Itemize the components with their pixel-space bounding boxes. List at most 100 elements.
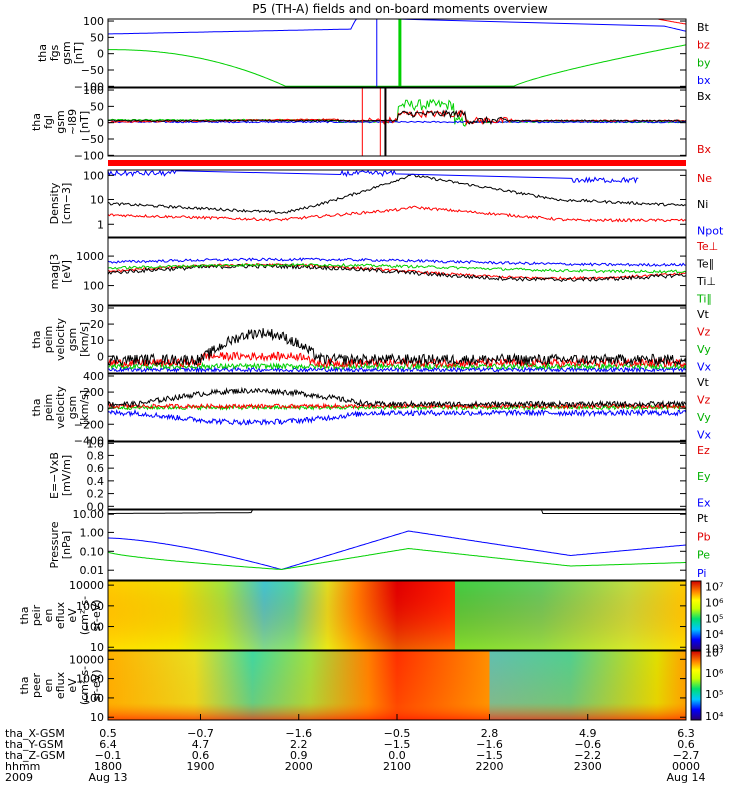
spectrogram-shading-peir (108, 581, 686, 650)
ylabel-vperp: gsm (66, 328, 79, 351)
plot-area-fgl (108, 88, 686, 156)
ylabel-vperp: tha (30, 330, 43, 348)
legend-pressure-3: Pi (697, 567, 706, 580)
ylabel-peir: peir (30, 604, 43, 626)
ytick-label-temp: 1000 (76, 250, 104, 263)
legend-fgs-3: bx (697, 74, 711, 87)
colorbar-label-peer: 10⁵ (705, 688, 723, 701)
legend-vgsm-3: Vx (697, 428, 712, 441)
ytick-label-fgl: 0 (97, 117, 104, 130)
ylabel-fgl: gsm (54, 110, 67, 133)
panel-vgsm: 400 200 0 −200 −400 tha peim velocity gsm [km/s] V… (30, 370, 712, 447)
series-vx (108, 408, 686, 426)
ytick-label-pressure: 1.00 (80, 526, 105, 539)
ytick-label-pressure: 0.10 (80, 545, 105, 558)
ylabel-fgs: [nT] (72, 42, 85, 64)
colorbar-label-peir: 10⁵ (705, 612, 723, 625)
legend-temp-0: Te⊥ (696, 240, 718, 253)
ytick-label-efield: 0.0 (87, 500, 105, 513)
spectrogram-shading-peer (108, 651, 686, 720)
ytick-label-density: 1 (97, 218, 104, 231)
xaxis-value: −1.6 (476, 738, 503, 751)
xaxis-value: 2000 (285, 760, 313, 773)
ylabel-density: Density (48, 182, 61, 224)
xaxis-value: −1.5 (384, 738, 411, 751)
ytick-label-peir: 10 (90, 641, 104, 654)
legend-pressure-1: Pb (697, 530, 711, 543)
xaxis-value: 4.9 (579, 727, 597, 740)
panel-fgs: 100 50 0 −50 −100 tha fgs gsm [nT] Bt bz by bx (36, 15, 711, 93)
bz-excursion (361, 88, 381, 156)
legend-vperp-1: Vz (697, 325, 711, 338)
panel-frame-fgl (107, 87, 687, 157)
ylabel-fgl: tha (30, 113, 43, 131)
xaxis-value: −2.2 (574, 749, 601, 762)
ytick-label-peer: 10 (90, 711, 104, 724)
ytick-label-fgl: 50 (90, 100, 104, 113)
legend-density-0: Ne (697, 172, 712, 185)
series-npot (108, 170, 639, 184)
series-ti-perp (108, 257, 686, 267)
panel-frame-fgs (107, 18, 687, 88)
series-pe (108, 547, 686, 571)
ylabel-fgs: gsm (60, 41, 73, 64)
colorbar-peir (690, 580, 702, 651)
legend-vperp-3: Vx (697, 360, 712, 373)
panel-frame-pressure (107, 509, 687, 581)
ytick-label-peer: 100 (83, 692, 104, 705)
series-bt (108, 109, 686, 125)
series-vx (108, 365, 686, 373)
legend-vgsm-1: Vz (697, 393, 711, 406)
xaxis-value: 2200 (475, 760, 503, 773)
ylabel-peer: sr-eV) (90, 669, 103, 701)
xaxis-value: 1800 (94, 760, 122, 773)
ylabel-vgsm: peim (42, 394, 55, 422)
ytick-label-vperp: 20 (90, 318, 104, 331)
legend-vperp-0: Vt (697, 308, 710, 321)
series-te-perp (108, 263, 686, 281)
xaxis-value: 0000 (672, 760, 700, 773)
ytick-label-pressure: 10.00 (73, 508, 105, 521)
ylabel-fgl: [nT] (78, 111, 91, 133)
ylabel-pressure: Pressure (48, 521, 61, 568)
xaxis-row-label: tha_Y-GSM (5, 738, 63, 751)
series-by (108, 44, 686, 87)
ylabel-density: [cm−3] (60, 183, 73, 225)
legend-temp-3: Ti∥ (696, 292, 712, 305)
plot-area-peir (108, 581, 686, 650)
ylabel-temp: mag[3 (48, 254, 61, 290)
legend-pressure-0: Pt (697, 512, 709, 525)
ytick-label-peer: 1000 (76, 673, 104, 686)
xaxis-value: 0.9 (290, 749, 308, 762)
legend-fgs-0: Bt (697, 21, 710, 34)
plot-area-pressure (108, 510, 686, 571)
ytick-label-vgsm: −200 (74, 418, 104, 431)
panel-frame-efield (107, 441, 687, 510)
xaxis-value: 2300 (574, 760, 602, 773)
legend-fgl-0: Bx (697, 90, 712, 103)
ytick-label-peir: 10000 (69, 579, 104, 592)
legend-efield-0: Ez (697, 444, 710, 457)
panel-frame-temp (107, 237, 687, 306)
ytick-label-density: 10 (90, 193, 104, 206)
series-vy (108, 361, 686, 371)
panel-frame-density (107, 169, 687, 238)
ytick-label-efield: 0.4 (87, 475, 105, 488)
xaxis-value: −0.6 (574, 738, 601, 751)
ylabel-fgs: tha (36, 44, 49, 62)
legend-temp-1: Te∥ (696, 257, 714, 270)
ylabel-vgsm: [km/s] (78, 390, 91, 425)
legend-temp-2: Ti⊥ (696, 275, 716, 288)
ylabel-vperp: velocity (54, 318, 67, 361)
ytick-label-fgl: −100 (74, 149, 104, 162)
xaxis-value: 0.5 (99, 727, 117, 740)
xaxis-value: −2.7 (673, 749, 700, 762)
series-te-par (108, 263, 686, 283)
ylabel-peer: eflux (54, 671, 67, 699)
ytick-label-vperp: 10 (90, 334, 104, 347)
legend-fgs-2: by (697, 56, 711, 69)
ytick-label-fgs: 0 (97, 48, 104, 61)
xaxis-value: Aug 14 (667, 771, 706, 784)
ytick-label-peer: 10000 (69, 653, 104, 666)
